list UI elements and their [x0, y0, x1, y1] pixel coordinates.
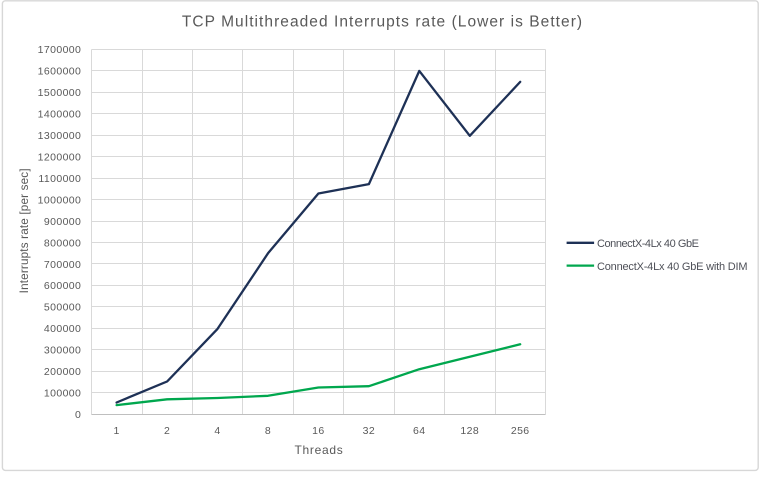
- svg-text:Threads: Threads: [295, 443, 344, 457]
- svg-text:1400000: 1400000: [38, 109, 82, 121]
- svg-text:0: 0: [75, 409, 81, 421]
- svg-text:2: 2: [164, 425, 170, 437]
- svg-text:TCP Multithreaded Interrupts r: TCP Multithreaded Interrupts rate (Lower…: [182, 13, 583, 30]
- svg-text:1000000: 1000000: [38, 194, 82, 206]
- svg-text:256: 256: [511, 425, 530, 437]
- svg-text:200000: 200000: [44, 366, 81, 378]
- svg-text:100000: 100000: [44, 388, 81, 400]
- svg-text:500000: 500000: [44, 302, 81, 314]
- svg-text:800000: 800000: [44, 237, 81, 249]
- svg-text:16: 16: [312, 425, 324, 437]
- svg-text:700000: 700000: [44, 259, 81, 271]
- svg-text:32: 32: [363, 425, 375, 437]
- svg-text:1300000: 1300000: [38, 130, 82, 142]
- svg-text:600000: 600000: [44, 280, 81, 292]
- svg-text:400000: 400000: [44, 323, 81, 335]
- svg-text:300000: 300000: [44, 345, 81, 357]
- svg-text:1: 1: [113, 425, 119, 437]
- svg-text:1100000: 1100000: [38, 173, 81, 185]
- svg-text:8: 8: [265, 425, 271, 437]
- svg-text:1200000: 1200000: [38, 151, 82, 163]
- svg-text:64: 64: [413, 425, 425, 437]
- svg-text:Interrupts rate [per sec]: Interrupts rate [per sec]: [18, 168, 31, 293]
- svg-text:4: 4: [214, 425, 220, 437]
- svg-text:128: 128: [460, 425, 479, 437]
- svg-text:ConnectX-4Lx 40 GbE with DIM: ConnectX-4Lx 40 GbE with DIM: [597, 261, 747, 273]
- svg-text:ConnectX-4Lx 40 GbE: ConnectX-4Lx 40 GbE: [597, 238, 699, 250]
- svg-text:900000: 900000: [44, 216, 81, 228]
- svg-text:1500000: 1500000: [38, 87, 82, 99]
- svg-text:1700000: 1700000: [38, 44, 82, 56]
- svg-text:1600000: 1600000: [38, 66, 82, 78]
